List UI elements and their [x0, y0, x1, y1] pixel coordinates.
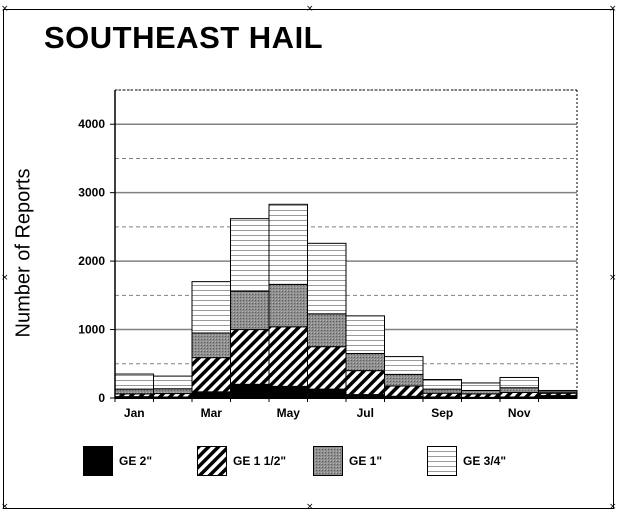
legend-label-ge-3-4: GE 3/4"	[463, 454, 507, 468]
y-tick-label-4000: 4000	[78, 117, 105, 131]
bar-jul-ge-3-4	[345, 315, 385, 355]
bar-jun-ge-1	[307, 313, 347, 348]
bar-aug-ge-1	[384, 373, 424, 387]
bar-may-ge-2	[268, 385, 308, 399]
resize-handle-top-center[interactable]: ×	[306, 4, 314, 14]
resize-handle-bottom-left[interactable]: ×	[1, 502, 9, 512]
legend-label-ge-2: GE 2"	[119, 454, 153, 468]
bar-may-ge-3-4	[268, 203, 308, 285]
bar-jun-ge-2	[307, 388, 347, 399]
bar-jan-ge-1	[114, 388, 154, 395]
bar-aug-ge-1-1-2	[384, 385, 424, 397]
bar-feb-ge-1-1-2	[153, 393, 193, 398]
bar-jun-ge-1-1-2	[307, 346, 347, 390]
bar-oct-ge-3-4	[461, 382, 501, 391]
legend-item-ge-1: GE 1"	[313, 444, 382, 478]
resize-handle-bottom-right[interactable]: ×	[609, 502, 617, 512]
bar-nov-ge-1	[499, 387, 539, 394]
bar-may-ge-1-1-2	[268, 326, 308, 387]
bar-jul-ge-1-1-2	[345, 370, 385, 396]
resize-handle-middle-right[interactable]: ×	[609, 273, 617, 283]
legend-item-ge-3-4: GE 3/4"	[427, 444, 506, 478]
bar-oct-ge-1	[461, 389, 501, 395]
bar-jul-ge-1	[345, 353, 385, 372]
x-tick-label-jan: Jan	[124, 406, 145, 420]
legend-item-ge-1-1-2: GE 1 1/2"	[197, 444, 286, 478]
y-tick-label-3000: 3000	[78, 186, 105, 200]
legend-swatch-ge-2	[83, 446, 113, 476]
x-tick-label-mar: Mar	[201, 406, 223, 420]
bar-sep-ge-1-1-2	[422, 392, 462, 398]
y-tick-label-0: 0	[98, 391, 105, 405]
x-tick-label-sep: Sep	[431, 406, 453, 420]
bar-mar-ge-3-4	[191, 281, 231, 334]
legend-swatch-ge-1	[313, 446, 343, 476]
bar-aug-ge-3-4	[384, 356, 424, 375]
legend-label-ge-1-1-2: GE 1 1/2"	[233, 454, 287, 468]
bar-may-ge-1	[268, 283, 308, 328]
legend-swatch-ge-1-1-2	[197, 446, 227, 476]
x-tick-label-jul: Jul	[357, 406, 374, 420]
resize-handle-bottom-center[interactable]: ×	[306, 502, 314, 512]
bar-feb-ge-3-4	[153, 375, 193, 390]
bar-sep-ge-3-4	[422, 379, 462, 390]
bar-mar-ge-1-1-2	[191, 357, 231, 393]
bar-oct-ge-1-1-2	[461, 393, 501, 398]
bar-jan-ge-3-4	[114, 373, 154, 390]
x-tick-label-nov: Nov	[508, 406, 531, 420]
bar-sep-ge-1	[422, 388, 462, 394]
bar-nov-ge-3-4	[499, 376, 539, 389]
resize-handle-top-left[interactable]: ×	[1, 4, 9, 14]
y-tick-label-1000: 1000	[78, 323, 105, 337]
bar-feb-ge-1	[153, 388, 193, 395]
legend-label-ge-1: GE 1"	[349, 454, 383, 468]
bar-apr-ge-1-1-2	[230, 329, 270, 385]
legend: GE 2" GE 1 1/2" GE 1" GE 3/4"	[0, 444, 622, 484]
bar-apr-ge-1	[230, 290, 270, 331]
bar-apr-ge-2	[230, 383, 270, 399]
bar-dec-ge-3-4	[538, 389, 578, 393]
x-tick-label-may: May	[277, 406, 301, 420]
bar-nov-ge-1-1-2	[499, 392, 539, 398]
legend-item-ge-2: GE 2"	[83, 444, 152, 478]
resize-handle-top-right[interactable]: ×	[609, 4, 617, 14]
bar-apr-ge-3-4	[230, 218, 270, 292]
legend-swatch-ge-3-4	[427, 446, 457, 476]
bar-jun-ge-3-4	[307, 242, 347, 315]
chart-title: SOUTHEAST HAIL	[44, 20, 324, 55]
resize-handle-middle-left[interactable]: ×	[1, 273, 9, 283]
bar-mar-ge-1	[191, 332, 231, 359]
y-tick-label-2000: 2000	[78, 254, 105, 268]
